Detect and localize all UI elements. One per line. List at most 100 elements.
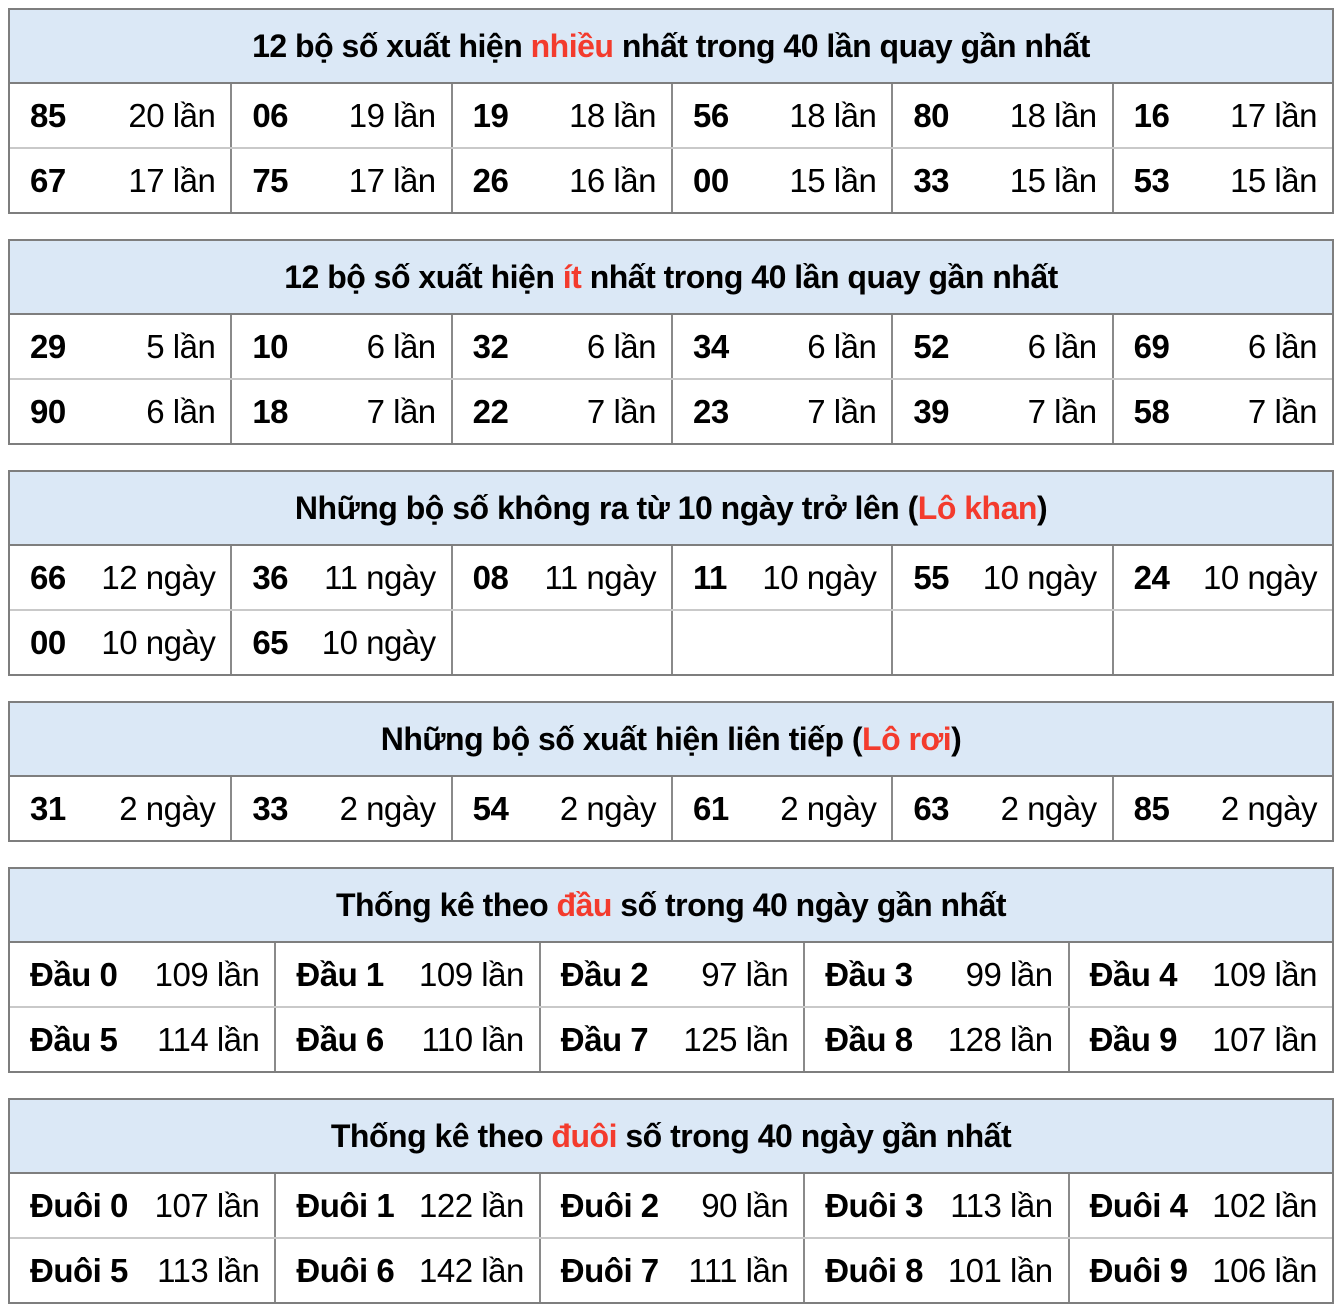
stat-cell: Đầu 7 125 lần xyxy=(538,1008,803,1071)
lotto-number: 85 xyxy=(30,96,66,134)
table-row: Đuôi 5 113 lần Đuôi 6 142 lần Đuôi 7 111 lầ… xyxy=(10,1237,1332,1302)
frequency-count: 18 lần xyxy=(569,96,656,134)
stat-cell: 85 2 ngày xyxy=(1111,777,1332,840)
frequency-count: 97 lần xyxy=(701,955,789,993)
table-dau-stats-title: Thống kê theo đầu số trong 40 ngày gần n… xyxy=(10,869,1332,943)
stat-cell: 29 5 lần xyxy=(10,315,230,378)
stat-cell: Đầu 0 109 lần xyxy=(10,943,274,1006)
stat-cell: 06 19 lần xyxy=(230,84,450,147)
days-count: 11 ngày xyxy=(544,558,657,596)
frequency-count: 17 lần xyxy=(128,161,216,199)
frequency-count: 90 lần xyxy=(701,1186,789,1224)
dau-label: Đầu 0 xyxy=(30,955,118,993)
frequency-count: 102 lần xyxy=(1212,1186,1317,1224)
table-most-frequent-title: 12 bộ số xuất hiện nhiều nhất trong 40 l… xyxy=(10,10,1332,84)
stat-cell: Đầu 9 107 lần xyxy=(1067,1008,1332,1071)
lotto-number: 58 xyxy=(1133,392,1170,430)
stat-cell: 24 10 ngày xyxy=(1111,546,1332,609)
lotto-number: 55 xyxy=(913,558,950,596)
frequency-count: 17 lần xyxy=(348,161,436,199)
title-text: Những bộ số không ra từ 10 ngày trở lên … xyxy=(294,489,918,526)
frequency-count: 122 lần xyxy=(419,1186,524,1224)
frequency-count: 113 lần xyxy=(157,1251,260,1289)
table-row: 67 17 lần 75 17 lần 26 16 lần 00 15 lần 33 15… xyxy=(10,147,1332,212)
title-text: 12 bộ số xuất hiện xyxy=(284,258,563,295)
title-highlight: đuôi xyxy=(551,1117,617,1154)
dau-label: Đầu 6 xyxy=(296,1020,384,1058)
duoi-label: Đuôi 7 xyxy=(560,1251,659,1289)
frequency-count: 110 lần xyxy=(421,1020,524,1058)
days-count: 2 ngày xyxy=(780,789,877,827)
frequency-count: 106 lần xyxy=(1212,1251,1317,1289)
stat-cell: 32 6 lần xyxy=(450,315,671,378)
title-text: nhất trong 40 lần quay gần nhất xyxy=(613,27,1091,64)
stat-cell: 75 17 lần xyxy=(230,149,450,212)
stat-cell: 56 18 lần xyxy=(670,84,891,147)
stat-cell: Đuôi 1 122 lần xyxy=(274,1174,538,1237)
lotto-number: 06 xyxy=(252,96,289,134)
title-text: ) xyxy=(1036,489,1048,526)
lotto-number: 36 xyxy=(252,558,289,596)
stat-cell: 54 2 ngày xyxy=(450,777,671,840)
table-most-frequent: 12 bộ số xuất hiện nhiều nhất trong 40 l… xyxy=(8,8,1334,214)
lotto-number: 32 xyxy=(472,327,509,365)
duoi-label: Đuôi 2 xyxy=(560,1186,659,1224)
dau-label: Đầu 5 xyxy=(30,1020,118,1058)
stat-cell: 85 20 lần xyxy=(10,84,230,147)
lotto-number: 53 xyxy=(1133,161,1170,199)
table-least-frequent: 12 bộ số xuất hiện ít nhất trong 40 lần … xyxy=(8,239,1334,445)
title-highlight: Lô rơi xyxy=(862,720,952,757)
stat-cell: 36 11 ngày xyxy=(230,546,450,609)
stat-cell: Đầu 8 128 lần xyxy=(803,1008,1067,1071)
frequency-count: 109 lần xyxy=(154,955,260,993)
frequency-count: 19 lần xyxy=(348,96,436,134)
duoi-label: Đuôi 3 xyxy=(825,1186,924,1224)
title-text: 12 bộ số xuất hiện xyxy=(252,27,531,64)
title-text: Thống kê theo xyxy=(335,886,557,923)
table-lo-khan: Những bộ số không ra từ 10 ngày trở lên … xyxy=(8,470,1334,676)
stat-cell: 61 2 ngày xyxy=(670,777,891,840)
table-lo-roi-title: Những bộ số xuất hiện liên tiếp (Lô rơi) xyxy=(10,703,1332,777)
table-row: 00 10 ngày 65 10 ngày xyxy=(10,609,1332,674)
stat-cell: Đuôi 7 111 lần xyxy=(538,1239,803,1302)
lotto-number: 56 xyxy=(692,96,729,134)
frequency-count: 7 lần xyxy=(1247,392,1318,430)
title-highlight: Lô khan xyxy=(917,489,1038,526)
duoi-label: Đuôi 0 xyxy=(30,1186,128,1224)
duoi-label: Đuôi 1 xyxy=(296,1186,395,1224)
stat-cell: Đầu 3 99 lần xyxy=(803,943,1067,1006)
stat-cell: Đầu 5 114 lần xyxy=(10,1008,274,1071)
frequency-count: 5 lần xyxy=(146,327,216,365)
table-row: 31 2 ngày 33 2 ngày 54 2 ngày 61 2 ngày 63 2 … xyxy=(10,777,1332,840)
lotto-number: 19 xyxy=(472,96,509,134)
lotto-number: 00 xyxy=(30,623,66,661)
lotto-number: 10 xyxy=(252,327,289,365)
days-count: 10 ngày xyxy=(101,623,216,661)
table-duoi-stats-title: Thống kê theo đuôi số trong 40 ngày gần … xyxy=(10,1100,1332,1174)
stat-cell: 10 6 lần xyxy=(230,315,450,378)
table-duoi-stats: Thống kê theo đuôi số trong 40 ngày gần … xyxy=(8,1098,1334,1304)
stat-cell: 22 7 lần xyxy=(450,380,671,443)
days-count: 2 ngày xyxy=(1000,789,1098,827)
stat-cell: Đuôi 9 106 lần xyxy=(1067,1239,1332,1302)
lotto-number: 29 xyxy=(30,327,66,365)
table-row: 90 6 lần 18 7 lần 22 7 lần 23 7 lần 39 7 lần … xyxy=(10,378,1332,443)
frequency-count: 107 lần xyxy=(154,1186,260,1224)
lotto-number: 11 xyxy=(692,558,727,596)
stat-cell: 00 15 lần xyxy=(670,149,891,212)
stat-cell: 26 16 lần xyxy=(450,149,671,212)
lotto-number: 22 xyxy=(472,392,509,430)
frequency-count: 6 lần xyxy=(807,327,877,365)
stat-cell: Đuôi 0 107 lần xyxy=(10,1174,274,1237)
dau-label: Đầu 2 xyxy=(560,955,649,993)
stat-cell: 33 15 lần xyxy=(891,149,1111,212)
stat-cell: 90 6 lần xyxy=(10,380,230,443)
table-row: Đầu 5 114 lần Đầu 6 110 lần Đầu 7 125 lần Đ… xyxy=(10,1006,1332,1071)
dau-label: Đầu 8 xyxy=(825,1020,913,1058)
days-count: 10 ngày xyxy=(321,623,436,661)
frequency-count: 6 lần xyxy=(366,327,437,365)
lotto-number: 61 xyxy=(692,789,729,827)
table-row: 29 5 lần 10 6 lần 32 6 lần 34 6 lần 52 6 lần … xyxy=(10,315,1332,378)
table-row: 66 12 ngày 36 11 ngày 08 11 ngày 11 10 ngày … xyxy=(10,546,1332,609)
table-row: Đuôi 0 107 lần Đuôi 1 122 lần Đuôi 2 90 lần… xyxy=(10,1174,1332,1237)
